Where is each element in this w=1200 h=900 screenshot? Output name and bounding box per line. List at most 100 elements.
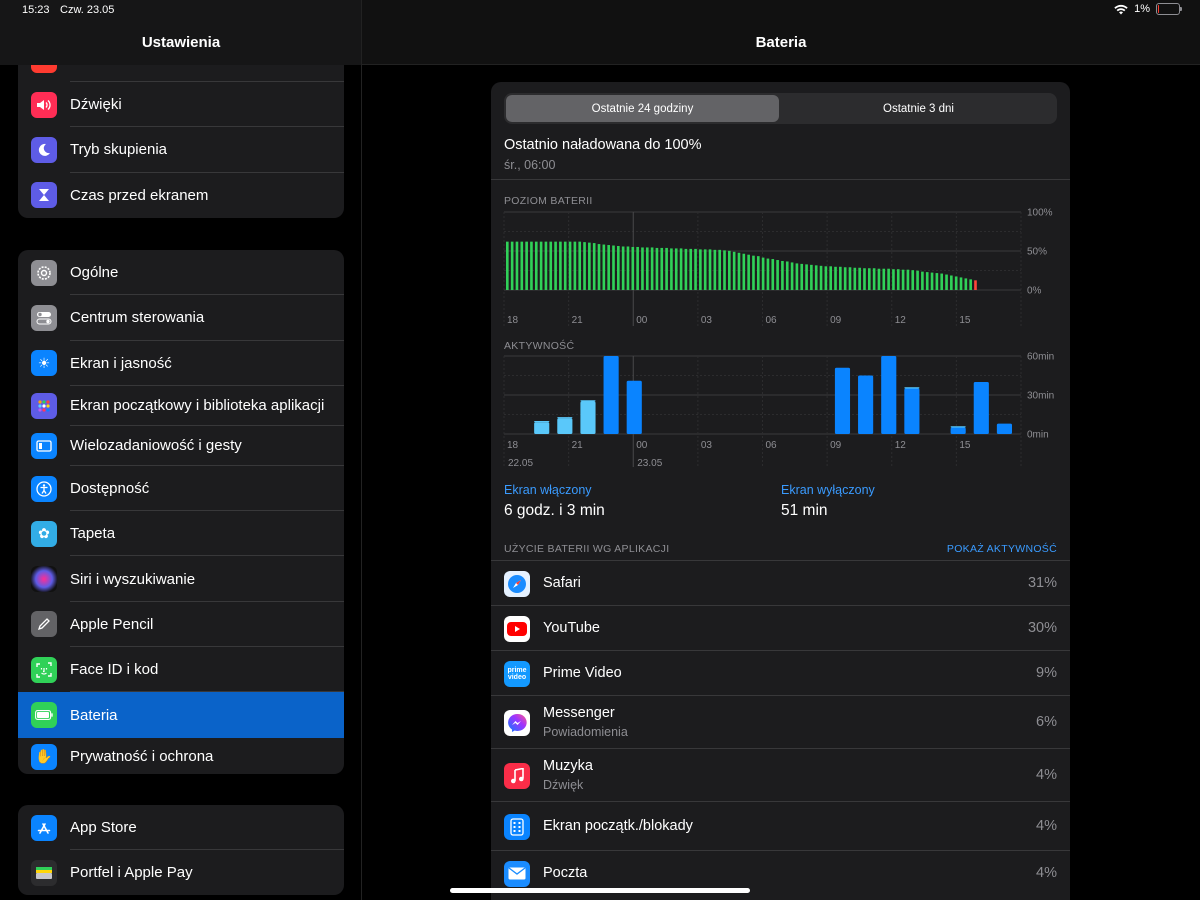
- battery-bar: [974, 280, 977, 290]
- battery-bar: [824, 266, 828, 290]
- battery-bar: [892, 269, 895, 290]
- battery-bar: [747, 254, 750, 290]
- period-segmented-control: Ostatnie 24 godziny Ostatnie 3 dni: [504, 93, 1057, 124]
- sidebar-item-display[interactable]: ☀ Ekran i jasność: [18, 341, 344, 387]
- battery-bar: [554, 241, 557, 290]
- battery-bar: [805, 264, 808, 290]
- sidebar-item-siri[interactable]: Siri i wyszukiwanie: [18, 556, 344, 603]
- app-usage-percent: 31%: [1027, 575, 1057, 591]
- battery-bar: [945, 274, 948, 290]
- battery-bar: [612, 245, 615, 290]
- safari-icon: [504, 570, 530, 597]
- battery-bar: [534, 241, 538, 290]
- sidebar-item-app-store[interactable]: App Store: [18, 805, 344, 851]
- sidebar-group-2: Ogólne Centrum sterowania ☀ Ekran i jasn…: [18, 250, 344, 774]
- sidebar-item-multitasking[interactable]: Wielozadaniowość i gesty: [18, 426, 344, 466]
- main-pane: Bateria Ostatnie 24 godziny Ostatnie 3 d…: [362, 0, 1200, 900]
- app-usage-percent: 4%: [1036, 767, 1057, 783]
- sidebar-item-privacy[interactable]: ✋ Prywatność i ochrona: [18, 738, 344, 774]
- app-name: Prime Video: [543, 665, 622, 681]
- sidebar-item-screen-time[interactable]: Czas przed ekranem: [18, 173, 344, 218]
- app-subtitle: Powiadomienia: [543, 725, 628, 739]
- battery-bar: [578, 241, 582, 290]
- battery-bar: [814, 265, 818, 290]
- sidebar-item-control-center[interactable]: Centrum sterowania: [18, 295, 344, 341]
- show-activity-link[interactable]: POKAŻ AKTYWNOŚĆ: [946, 543, 1057, 555]
- sidebar-item-battery[interactable]: Bateria: [18, 692, 344, 738]
- battery-bar: [645, 247, 649, 290]
- battery-bar: [790, 262, 794, 290]
- app-name: Messenger: [543, 705, 615, 721]
- battery-bar: [839, 266, 842, 290]
- sidebar-item-sounds[interactable]: Dźwięki: [18, 82, 344, 128]
- sidebar-item-focus[interactable]: Tryb skupienia: [18, 127, 344, 173]
- app-usage-percent: 9%: [1036, 665, 1057, 681]
- battery-fill: [1158, 5, 1159, 13]
- y-tick-label: 50%: [1027, 247, 1047, 258]
- app-usage-row[interactable]: prime video Prime Video 9%: [491, 650, 1070, 695]
- x-tick-label: 18: [507, 440, 519, 451]
- app-usage-row[interactable]: YouTube 30%: [491, 605, 1070, 650]
- hand-icon: ✋: [31, 743, 57, 770]
- speaker-icon: [31, 91, 57, 118]
- activity-bar-screen-on: [834, 367, 851, 434]
- battery-bar: [795, 263, 799, 290]
- app-name: Safari: [543, 575, 581, 591]
- battery-bar: [819, 265, 823, 290]
- battery-bar: [752, 255, 755, 290]
- sidebar-item-label: Siri i wyszukiwanie: [70, 570, 196, 588]
- battery-bar: [665, 247, 668, 290]
- battery-bar: [679, 248, 683, 290]
- sidebar-item-label: Tryb skupienia: [70, 141, 167, 159]
- sidebar-item-label: Portfel i Apple Pay: [70, 864, 193, 882]
- battery-bar: [925, 272, 929, 290]
- battery-bar: [510, 241, 514, 290]
- battery-percent: 1%: [1134, 3, 1150, 15]
- activity-bar-screen-on: [973, 382, 989, 434]
- app-usage-row[interactable]: Poczta 4%: [491, 850, 1070, 895]
- usage-header: UŻYCIE BATERII WG APLIKACJI: [504, 543, 670, 555]
- sidebar-item-faceid[interactable]: Face ID i kod: [18, 647, 344, 693]
- faceid-icon: [31, 656, 57, 683]
- sidebar-item-apple-pencil[interactable]: Apple Pencil: [18, 602, 344, 648]
- battery-bar: [539, 241, 543, 290]
- mail-icon: [504, 860, 530, 887]
- activity-bar-screen-on: [950, 427, 966, 434]
- sidebar-item-label: Tapeta: [70, 525, 116, 543]
- battery-bar: [520, 241, 524, 290]
- sidebar-item-accessibility[interactable]: Dostępność: [18, 466, 344, 512]
- sidebar-item-label: Dźwięki: [70, 96, 122, 114]
- x-tick-label: 21: [572, 440, 584, 451]
- sidebar-item-home-screen[interactable]: Ekran początkowy i biblioteka aplikacji: [18, 386, 344, 426]
- battery-bar: [708, 249, 712, 290]
- app-usage-percent: 4%: [1036, 865, 1057, 881]
- sidebar-item-label: Prywatność i ochrona: [70, 748, 214, 766]
- activity-bar-screen-off: [557, 417, 573, 419]
- battery-bar: [887, 268, 890, 290]
- app-usage-row[interactable]: Ekran początk./blokady 4%: [491, 801, 1070, 850]
- sidebar-item-wallpaper[interactable]: ✿ Tapeta: [18, 511, 344, 557]
- sidebar-item-wallet[interactable]: Portfel i Apple Pay: [18, 850, 344, 895]
- x-tick-label: 06: [766, 440, 778, 451]
- sidebar-item-general[interactable]: Ogólne: [18, 250, 344, 296]
- battery-bar: [906, 269, 910, 290]
- battery-bar: [660, 247, 664, 290]
- battery-bar: [592, 243, 596, 290]
- appstore-icon: [31, 814, 57, 841]
- battery-bar: [756, 256, 760, 290]
- app-usage-row[interactable]: Messenger Powiadomienia 6%: [491, 695, 1070, 748]
- x-tick-label: 12: [895, 440, 907, 451]
- app-usage-row[interactable]: Muzyka Dźwięk 4%: [491, 748, 1070, 801]
- segment-last-3-days[interactable]: Ostatnie 3 dni: [883, 102, 954, 115]
- hourglass-icon: [31, 182, 57, 209]
- x-tick-label: 18: [507, 315, 519, 326]
- battery-bar: [969, 279, 972, 290]
- app-usage-row[interactable]: Safari 31%: [491, 560, 1070, 605]
- status-date: Czw. 23.05: [60, 4, 115, 16]
- battery-bar: [621, 246, 625, 290]
- battery-bar: [916, 270, 919, 290]
- battery-bar: [670, 248, 673, 290]
- home-indicator[interactable]: [450, 888, 750, 893]
- segment-last-24h[interactable]: Ostatnie 24 godziny: [506, 95, 779, 122]
- battery-bar: [674, 248, 678, 290]
